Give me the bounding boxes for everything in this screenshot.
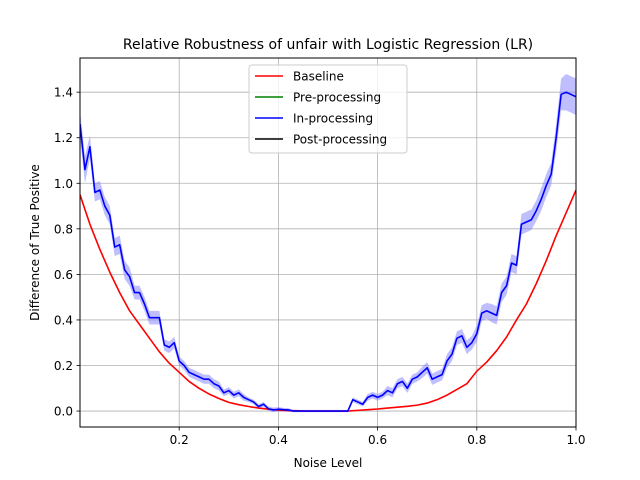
y-tick-label: 0.2 (54, 359, 73, 373)
x-tick-label: 1.0 (566, 433, 585, 447)
legend-label-baseline: Baseline (293, 70, 344, 84)
legend-label-in-processing: In-processing (293, 112, 373, 126)
x-axis-ticks: 0.2 0.4 0.6 0.8 1.0 (170, 427, 586, 447)
y-tick-label: 0.8 (54, 222, 73, 236)
legend-label-pre-processing: Pre-processing (293, 91, 381, 105)
y-tick-label: 1.0 (54, 177, 73, 191)
series-lines (80, 91, 576, 412)
x-tick-label: 0.6 (368, 433, 387, 447)
in-processing-line (80, 91, 576, 412)
y-tick-label: 0.6 (54, 268, 73, 282)
y-tick-label: 1.2 (54, 131, 73, 145)
chart-title: Relative Robustness of unfair with Logis… (123, 37, 533, 53)
legend: Baseline Pre-processing In-processing Post-… (248, 64, 408, 154)
x-tick-label: 0.2 (170, 433, 189, 447)
x-tick-label: 0.4 (269, 433, 288, 447)
y-axis-label: Difference of True Positive (28, 164, 42, 321)
y-tick-label: 1.4 (54, 86, 73, 100)
legend-label-post-processing: Post-processing (293, 133, 387, 147)
y-tick-label: 0.0 (54, 405, 73, 419)
legend-box (248, 64, 408, 154)
x-tick-label: 0.8 (467, 433, 486, 447)
plot-frame (79, 57, 577, 428)
y-tick-label: 0.4 (54, 313, 73, 327)
y-axis-ticks: 0.0 0.2 0.4 0.6 0.8 1.0 1.2 1.4 (54, 86, 80, 419)
x-axis-label: Noise Level (294, 456, 363, 470)
